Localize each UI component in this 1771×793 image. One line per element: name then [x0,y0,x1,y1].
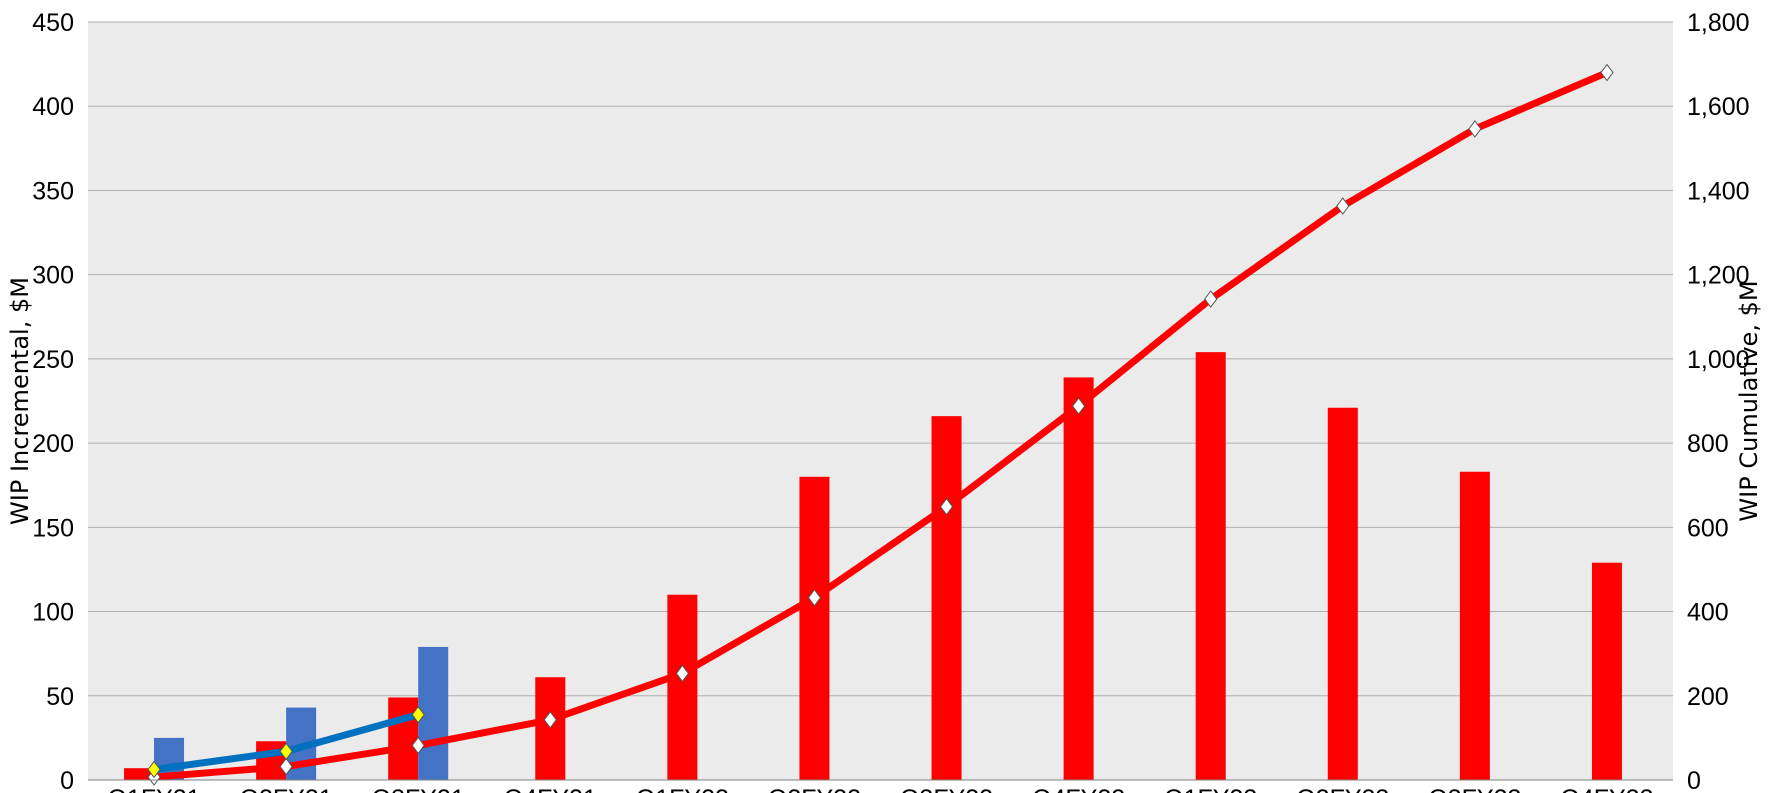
y-tick-label-left: 0 [60,767,74,793]
y-tick-label-right: 0 [1687,767,1701,793]
line-marker-red [543,710,557,729]
bar-red [1195,352,1226,780]
cumulative-line-red [150,69,1611,781]
lines-layer [147,63,1614,786]
y-tick-label-right: 1,200 [1687,262,1750,290]
bar-red [1327,407,1358,780]
line-marker-blue [279,742,293,761]
y-tick-label-left: 50 [46,683,74,711]
x-tick-label: Q2FY23 [1296,785,1389,793]
bar-red [388,697,419,780]
line-marker-red [1204,290,1218,308]
bar-red [1459,471,1490,780]
y-tick-label-right: 1,800 [1687,9,1750,37]
line-marker-red [1072,397,1086,415]
y-tick-label-left: 150 [32,514,74,542]
x-tick-label: Q3FY21 [372,785,465,793]
x-tick-label: Q3FY22 [900,785,993,793]
line-marker-red [1336,197,1350,215]
bar-red [256,741,287,780]
left-axis-ticks: 0 50 100 150 200 250 300 350 400 450 [32,9,74,793]
y-tick-label-left: 450 [32,9,74,37]
line-marker-red [675,664,689,683]
line-marker-red [279,757,293,776]
y-tick-label-right: 1,600 [1687,93,1750,121]
x-tick-label: Q1FY22 [636,785,729,793]
y-tick-label-left: 100 [32,599,74,627]
y-tick-label-right: 800 [1687,430,1729,458]
x-tick-label: Q2FY22 [768,785,861,793]
x-tick-label: Q3FY23 [1428,785,1521,793]
y-tick-label-right: 1,400 [1687,177,1750,205]
right-axis-ticks: 0 200 400 600 800 1,000 1,200 1,400 1,600 1,800 [1687,9,1750,793]
x-tick-label: Q4FY23 [1560,785,1653,793]
y-tick-label-right: 200 [1687,683,1729,711]
gridlines [88,21,1673,781]
y-tick-label-right: 600 [1687,514,1729,542]
y-tick-label-left: 400 [32,93,74,121]
x-axis-ticks: Q1FY21 Q2FY21 Q3FY21 Q4FY21 Q1FY22 Q2FY22 Q3FY… [107,785,1653,793]
line-marker-blue [147,760,161,779]
bars-layer [124,352,1622,780]
line-marker-red [1468,120,1482,138]
line-marker-red [1600,63,1614,82]
y-tick-label-right: 1,000 [1687,346,1750,374]
y-tick-label-left: 250 [32,346,74,374]
line-marker-red [411,736,425,755]
y-tick-label-left: 350 [32,177,74,205]
x-tick-label: Q4FY21 [504,785,597,793]
y-tick-label-left: 300 [32,262,74,290]
line-marker-red [939,497,954,516]
x-tick-label: Q2FY21 [240,785,333,793]
bar-red [931,416,962,780]
bar-red [1591,562,1622,780]
bar-red [124,768,155,780]
y-tick-label-left: 200 [32,430,74,458]
bar-red [1063,377,1094,780]
x-tick-label: Q1FY21 [107,785,200,793]
y-axis-title-right: WIP Cumulative, $M [1735,280,1763,521]
plot-area [88,22,1673,780]
x-tick-label: Q1FY23 [1164,785,1257,793]
bar-red [667,594,698,780]
bar-red [535,677,566,780]
y-tick-label-right: 400 [1687,599,1729,627]
bar-red [799,476,830,780]
y-axis-title-left: WIP Incremental, $M [6,277,34,525]
x-tick-label: Q4FY22 [1032,785,1125,793]
line-marker-red [807,588,822,607]
line-marker-blue [411,705,425,724]
